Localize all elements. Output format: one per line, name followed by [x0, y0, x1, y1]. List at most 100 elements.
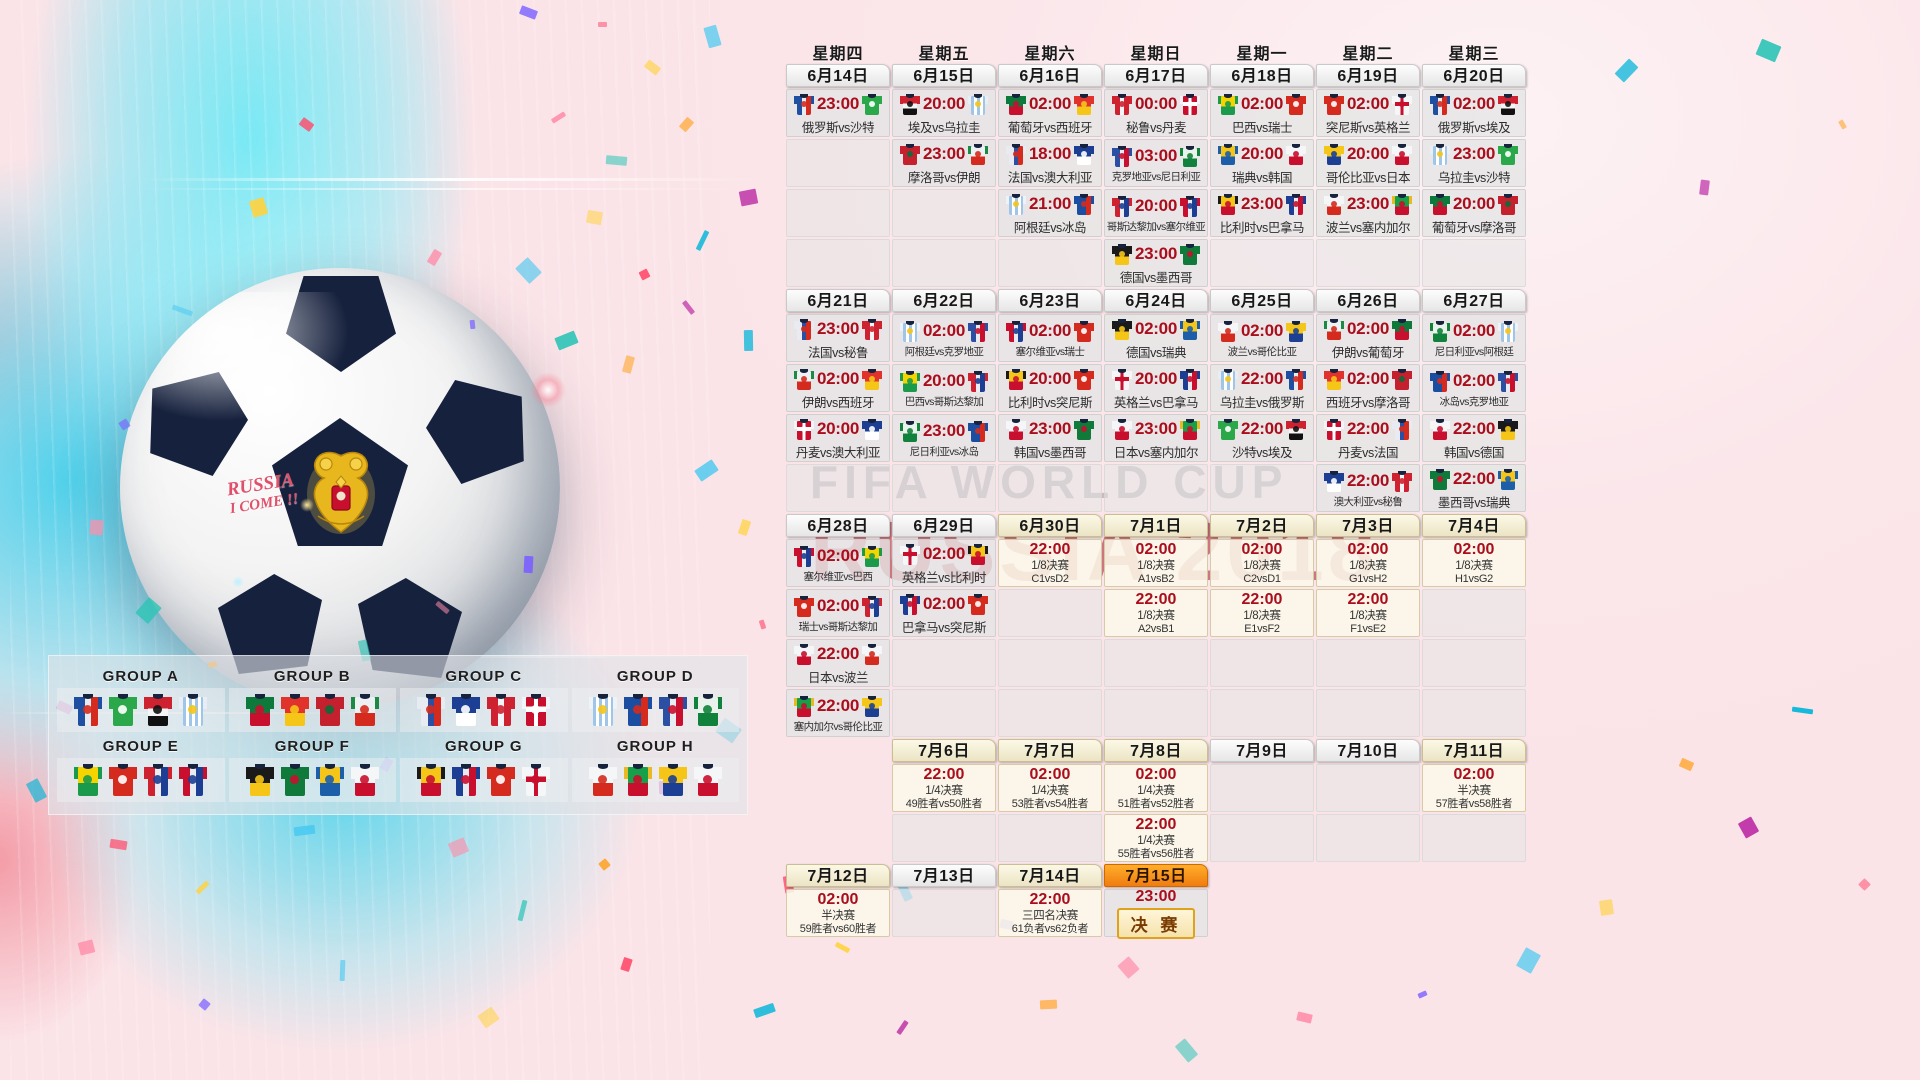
match-cell[interactable]: 02:00 伊朗vs葡萄牙 [1316, 314, 1420, 362]
date-label[interactable]: 7月13日 [892, 864, 996, 887]
match-cell[interactable]: 02:00 伊朗vs西班牙 [786, 364, 890, 412]
match-cell[interactable]: 20:00 瑞典vs韩国 [1210, 139, 1314, 187]
date-label[interactable]: 7月12日 [786, 864, 890, 887]
date-label[interactable]: 7月6日 [892, 739, 996, 762]
date-label[interactable]: 7月4日 [1422, 514, 1526, 537]
date-label[interactable]: 6月18日 [1210, 64, 1314, 87]
match-cell[interactable]: 23:00 日本vs塞内加尔 [1104, 414, 1208, 462]
group-card-group-e[interactable]: GROUP E [57, 736, 225, 802]
match-cell[interactable]: 02:00 突尼斯vs英格兰 [1316, 89, 1420, 137]
date-label[interactable]: 7月8日 [1104, 739, 1208, 762]
date-label[interactable]: 6月17日 [1104, 64, 1208, 87]
match-cell[interactable]: 00:00 秘鲁vs丹麦 [1104, 89, 1208, 137]
date-label[interactable]: 7月3日 [1316, 514, 1420, 537]
match-cell[interactable]: 23:00 法国vs秘鲁 [786, 314, 890, 362]
group-card-group-d[interactable]: GROUP D [571, 666, 739, 732]
match-cell[interactable]: 02:00 英格兰vs比利时 [892, 539, 996, 587]
match-cell[interactable]: 02:00 俄罗斯vs埃及 [1422, 89, 1526, 137]
match-cell[interactable]: 20:00 葡萄牙vs摩洛哥 [1422, 189, 1526, 237]
date-label[interactable]: 7月14日 [998, 864, 1102, 887]
group-card-group-c[interactable]: GROUP C [400, 666, 568, 732]
match-cell[interactable]: 23:00 摩洛哥vs伊朗 [892, 139, 996, 187]
date-label[interactable]: 6月21日 [786, 289, 890, 312]
date-label[interactable]: 6月30日 [998, 514, 1102, 537]
match-cell-knockout[interactable]: 22:00 1/8决赛 F1vsE2 [1316, 589, 1420, 637]
group-card-group-h[interactable]: GROUP H [571, 736, 739, 802]
match-cell[interactable]: 02:00 巴拿马vs突尼斯 [892, 589, 996, 637]
date-label[interactable]: 6月29日 [892, 514, 996, 537]
match-cell[interactable]: 23:00 俄罗斯vs沙特 [786, 89, 890, 137]
match-cell[interactable]: 20:00 比利时vs突尼斯 [998, 364, 1102, 412]
match-cell[interactable]: 22:00 墨西哥vs瑞典 [1422, 464, 1526, 512]
match-cell[interactable]: 20:00 哥斯达黎加vs塞尔维亚 [1104, 189, 1208, 237]
match-cell[interactable]: 02:00 尼日利亚vs阿根廷 [1422, 314, 1526, 362]
date-label[interactable]: 6月22日 [892, 289, 996, 312]
date-label[interactable]: 7月11日 [1422, 739, 1526, 762]
match-cell[interactable]: 23:00 韩国vs墨西哥 [998, 414, 1102, 462]
match-cell[interactable]: 02:00 波兰vs哥伦比亚 [1210, 314, 1314, 362]
match-cell[interactable]: 02:00 瑞士vs哥斯达黎加 [786, 589, 890, 637]
date-label[interactable]: 6月28日 [786, 514, 890, 537]
date-label[interactable]: 6月14日 [786, 64, 890, 87]
match-cell[interactable]: 20:00 埃及vs乌拉圭 [892, 89, 996, 137]
match-cell[interactable]: 02:00 德国vs瑞典 [1104, 314, 1208, 362]
match-cell[interactable]: 22:00 塞内加尔vs哥伦比亚 [786, 689, 890, 737]
match-cell-knockout[interactable]: 02:00 1/4决赛 51胜者vs52胜者 [1104, 764, 1208, 812]
match-cell-knockout[interactable]: 02:00 半决赛 57胜者vs58胜者 [1422, 764, 1526, 812]
date-label[interactable]: 6月25日 [1210, 289, 1314, 312]
match-cell-knockout[interactable]: 22:00 1/4决赛 55胜者vs56胜者 [1104, 814, 1208, 862]
match-cell[interactable]: 03:00 克罗地亚vs尼日利亚 [1104, 139, 1208, 187]
match-cell-knockout[interactable]: 02:00 1/8决赛 C2vsD1 [1210, 539, 1314, 587]
match-cell[interactable]: 22:00 沙特vs埃及 [1210, 414, 1314, 462]
match-cell[interactable]: 23:00 比利时vs巴拿马 [1210, 189, 1314, 237]
date-label[interactable]: 6月24日 [1104, 289, 1208, 312]
date-label[interactable]: 6月16日 [998, 64, 1102, 87]
match-cell[interactable]: 02:00 塞尔维亚vs巴西 [786, 539, 890, 587]
date-label[interactable]: 6月19日 [1316, 64, 1420, 87]
match-cell-knockout[interactable]: 02:00 1/8决赛 H1vsG2 [1422, 539, 1526, 587]
match-cell[interactable]: 02:00 冰岛vs克罗地亚 [1422, 364, 1526, 412]
match-cell[interactable]: 22:00 日本vs波兰 [786, 639, 890, 687]
match-cell[interactable]: 22:00 乌拉圭vs俄罗斯 [1210, 364, 1314, 412]
match-cell-knockout[interactable]: 02:00 1/8决赛 G1vsH2 [1316, 539, 1420, 587]
match-cell[interactable]: 20:00 丹麦vs澳大利亚 [786, 414, 890, 462]
match-cell-knockout[interactable]: 02:00 1/8决赛 A1vsB2 [1104, 539, 1208, 587]
match-cell[interactable]: 02:00 巴西vs瑞士 [1210, 89, 1314, 137]
match-cell[interactable]: 18:00 法国vs澳大利亚 [998, 139, 1102, 187]
match-cell[interactable]: 02:00 葡萄牙vs西班牙 [998, 89, 1102, 137]
date-label[interactable]: 7月2日 [1210, 514, 1314, 537]
match-cell[interactable]: 23:00 尼日利亚vs冰岛 [892, 414, 996, 462]
match-cell[interactable]: 20:00 英格兰vs巴拿马 [1104, 364, 1208, 412]
date-label[interactable]: 7月15日 [1104, 864, 1208, 887]
date-label[interactable]: 6月20日 [1422, 64, 1526, 87]
match-cell[interactable]: 23:00 德国vs墨西哥 [1104, 239, 1208, 287]
date-label[interactable]: 6月15日 [892, 64, 996, 87]
match-cell-knockout[interactable]: 22:00 三四名决赛 61负者vs62负者 [998, 889, 1102, 937]
group-card-group-a[interactable]: GROUP A [57, 666, 225, 732]
date-label[interactable]: 6月23日 [998, 289, 1102, 312]
match-cell-knockout[interactable]: 02:00 半决赛 59胜者vs60胜者 [786, 889, 890, 937]
date-label[interactable]: 6月27日 [1422, 289, 1526, 312]
match-cell-knockout[interactable]: 22:00 1/8决赛 E1vsF2 [1210, 589, 1314, 637]
match-cell[interactable]: 23:00 波兰vs塞内加尔 [1316, 189, 1420, 237]
date-label[interactable]: 7月7日 [998, 739, 1102, 762]
match-cell[interactable]: 20:00 巴西vs哥斯达黎加 [892, 364, 996, 412]
match-cell-knockout[interactable]: 22:00 1/8决赛 A2vsB1 [1104, 589, 1208, 637]
match-cell[interactable]: 22:00 丹麦vs法国 [1316, 414, 1420, 462]
match-cell-final[interactable]: 23:00 决 赛 [1104, 888, 1208, 939]
match-cell[interactable]: 20:00 哥伦比亚vs日本 [1316, 139, 1420, 187]
match-cell[interactable]: 02:00 西班牙vs摩洛哥 [1316, 364, 1420, 412]
date-label[interactable]: 7月10日 [1316, 739, 1420, 762]
match-cell[interactable]: 23:00 乌拉圭vs沙特 [1422, 139, 1526, 187]
date-label[interactable]: 7月9日 [1210, 739, 1314, 762]
group-card-group-g[interactable]: GROUP G [400, 736, 568, 802]
match-cell[interactable]: 21:00 阿根廷vs冰岛 [998, 189, 1102, 237]
date-label[interactable]: 6月26日 [1316, 289, 1420, 312]
match-cell-knockout[interactable]: 02:00 1/4决赛 53胜者vs54胜者 [998, 764, 1102, 812]
match-cell-knockout[interactable]: 22:00 1/4决赛 49胜者vs50胜者 [892, 764, 996, 812]
match-cell-knockout[interactable]: 22:00 1/8决赛 C1vsD2 [998, 539, 1102, 587]
date-label[interactable]: 7月1日 [1104, 514, 1208, 537]
group-card-group-f[interactable]: GROUP F [228, 736, 396, 802]
group-card-group-b[interactable]: GROUP B [228, 666, 396, 732]
match-cell[interactable]: 22:00 韩国vs德国 [1422, 414, 1526, 462]
